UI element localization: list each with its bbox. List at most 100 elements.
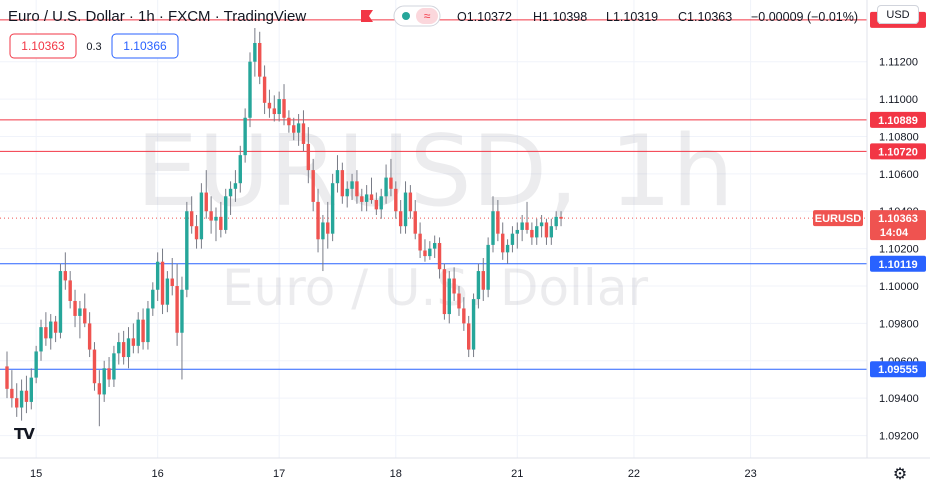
candle[interactable] xyxy=(175,263,179,346)
candle[interactable] xyxy=(44,312,48,346)
candle[interactable] xyxy=(228,181,233,215)
buy-button[interactable] xyxy=(111,33,179,59)
candle[interactable] xyxy=(321,214,325,272)
candle[interactable] xyxy=(121,330,126,365)
candle[interactable] xyxy=(97,370,102,427)
candle[interactable] xyxy=(457,286,461,316)
candle[interactable] xyxy=(398,200,403,234)
candle[interactable] xyxy=(554,211,558,230)
candle[interactable] xyxy=(224,188,228,234)
candle[interactable] xyxy=(326,201,330,249)
candle[interactable] xyxy=(447,271,451,324)
candle[interactable] xyxy=(374,192,379,215)
gear-icon[interactable]: ⚙ xyxy=(892,464,908,483)
candle[interactable] xyxy=(248,52,252,128)
candle[interactable] xyxy=(233,170,238,202)
candle[interactable] xyxy=(335,155,340,193)
candle[interactable] xyxy=(476,263,481,309)
candle[interactable] xyxy=(107,357,111,387)
candle[interactable] xyxy=(296,114,301,146)
candle[interactable] xyxy=(345,181,349,208)
candle[interactable] xyxy=(418,222,422,258)
candle[interactable] xyxy=(520,214,524,242)
candle[interactable] xyxy=(306,127,311,184)
candle[interactable] xyxy=(340,162,345,204)
dot-icon[interactable] xyxy=(402,12,410,20)
candle[interactable] xyxy=(462,297,466,331)
wave-icon[interactable]: ≈ xyxy=(424,9,431,23)
candle[interactable] xyxy=(535,218,539,245)
candle[interactable] xyxy=(39,319,43,361)
candle[interactable] xyxy=(510,226,515,253)
candle[interactable] xyxy=(34,345,38,384)
candle[interactable] xyxy=(112,345,116,387)
candle[interactable] xyxy=(496,200,500,242)
candle[interactable] xyxy=(525,201,529,234)
candle[interactable] xyxy=(549,218,554,245)
candle[interactable] xyxy=(486,237,490,298)
candle[interactable] xyxy=(408,185,413,219)
sell-button[interactable] xyxy=(9,33,77,59)
alert-flag-icon[interactable] xyxy=(361,10,373,22)
candle[interactable] xyxy=(219,201,223,238)
candle[interactable] xyxy=(277,91,281,122)
candle[interactable] xyxy=(530,222,534,245)
candle[interactable] xyxy=(301,110,306,152)
candle[interactable] xyxy=(316,188,320,253)
candle[interactable] xyxy=(83,293,87,328)
candle[interactable] xyxy=(355,170,359,204)
candle[interactable] xyxy=(287,110,291,133)
tradingview-logo[interactable]: TV xyxy=(14,425,35,443)
candle[interactable] xyxy=(539,214,544,238)
candle[interactable] xyxy=(432,235,437,258)
candle[interactable] xyxy=(262,65,267,115)
candle[interactable] xyxy=(165,271,170,313)
candle[interactable] xyxy=(311,158,315,212)
candle[interactable] xyxy=(258,31,262,85)
candle[interactable] xyxy=(442,263,447,320)
candle[interactable] xyxy=(369,177,374,204)
candle[interactable] xyxy=(544,218,549,245)
candle[interactable] xyxy=(389,158,393,197)
candle[interactable] xyxy=(170,257,174,296)
candle[interactable] xyxy=(214,207,218,242)
candle[interactable] xyxy=(501,222,505,260)
candle[interactable] xyxy=(360,188,364,212)
candle[interactable] xyxy=(467,315,471,358)
candle[interactable] xyxy=(282,84,286,126)
candle[interactable] xyxy=(204,170,208,219)
candle[interactable] xyxy=(194,214,199,249)
candle[interactable] xyxy=(160,248,165,315)
candle[interactable] xyxy=(146,300,150,350)
candle[interactable] xyxy=(253,28,257,77)
candle[interactable] xyxy=(53,315,58,343)
candle[interactable] xyxy=(452,267,456,301)
candle[interactable] xyxy=(437,237,442,279)
time-axis[interactable]: 15 16 17 18 21 22 23 xyxy=(30,468,757,480)
candles-layer[interactable] xyxy=(5,28,563,427)
currency-button[interactable]: USD xyxy=(877,5,919,24)
candle[interactable] xyxy=(209,196,213,234)
candle[interactable] xyxy=(151,282,155,316)
candle[interactable] xyxy=(379,188,383,219)
candle[interactable] xyxy=(559,211,563,227)
candle[interactable] xyxy=(141,308,145,350)
candle[interactable] xyxy=(180,276,184,380)
candle[interactable] xyxy=(471,293,476,358)
candle[interactable] xyxy=(58,263,63,339)
candle[interactable] xyxy=(24,375,29,414)
candle[interactable] xyxy=(428,241,432,260)
candle[interactable] xyxy=(15,383,19,417)
candle[interactable] xyxy=(238,145,242,193)
candle[interactable] xyxy=(384,164,388,204)
candle[interactable] xyxy=(481,257,485,301)
candle[interactable] xyxy=(505,239,510,264)
candle[interactable] xyxy=(515,222,519,249)
candle[interactable] xyxy=(126,327,131,369)
candle[interactable] xyxy=(117,332,121,365)
candle[interactable] xyxy=(185,201,189,298)
candle[interactable] xyxy=(272,95,276,122)
candle[interactable] xyxy=(5,351,9,399)
symbol-title[interactable]: Euro / U.S. Dollar · 1h · FXCM · Trading… xyxy=(8,8,306,25)
candle[interactable] xyxy=(292,117,296,141)
